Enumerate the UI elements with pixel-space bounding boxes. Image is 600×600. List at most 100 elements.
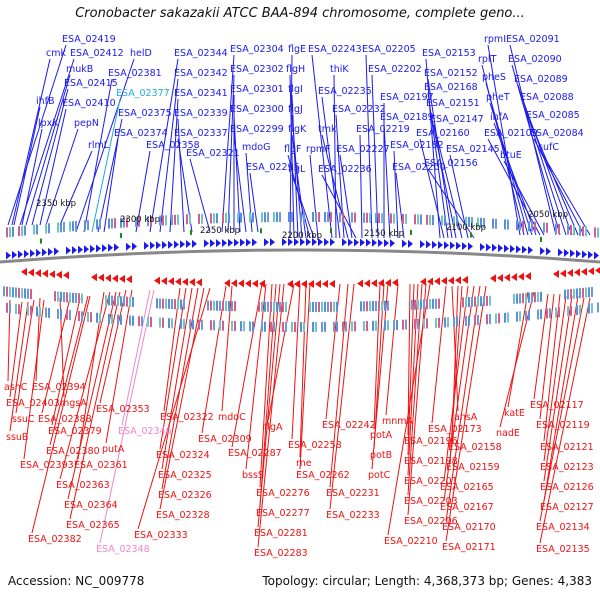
gene-label-esa-02200[interactable]: ESA_02200 [392, 162, 446, 173]
forward-gene-arrow[interactable] [114, 243, 119, 252]
reverse-gene-arrow[interactable] [588, 267, 594, 276]
forward-gene-arrow[interactable] [30, 249, 35, 258]
gene-label-rpmi[interactable]: rpmI [484, 34, 506, 45]
gene-label-rne[interactable]: rne [296, 458, 312, 469]
reverse-gene-arrow[interactable] [294, 279, 300, 288]
gene-label-phes[interactable]: pheS [482, 72, 506, 83]
reverse-gene-arrow[interactable] [490, 274, 496, 283]
gene-label-flgk[interactable]: flgK [288, 124, 307, 135]
gene-label-ihfa[interactable]: ihfA [490, 112, 509, 123]
gene-label-mnma[interactable]: mnmA [382, 416, 414, 427]
reverse-gene-arrow[interactable] [112, 274, 118, 283]
gene-label-esa-02403[interactable]: ESA_02403 [6, 398, 60, 409]
forward-gene-arrow[interactable] [216, 239, 221, 248]
gene-label-esa-02380[interactable]: ESA_02380 [46, 446, 100, 457]
gene-label-esa-02121[interactable]: ESA_02121 [540, 442, 594, 453]
gene-label-esa-02089[interactable]: ESA_02089 [514, 74, 568, 85]
gene-label-esa-02171[interactable]: ESA_02171 [442, 542, 496, 553]
reverse-gene-arrow[interactable] [119, 274, 125, 283]
gene-label-esa-02304[interactable]: ESA_02304 [230, 44, 284, 55]
forward-gene-arrow[interactable] [228, 238, 233, 247]
gene-label-esa-02328[interactable]: ESA_02328 [156, 510, 210, 521]
reverse-gene-arrow[interactable] [21, 267, 27, 276]
forward-gene-arrow[interactable] [420, 240, 425, 249]
gene-label-esa-02206[interactable]: ESA_02206 [404, 516, 458, 527]
forward-gene-arrow[interactable] [264, 238, 269, 247]
gene-label-esa-02324[interactable]: ESA_02324 [156, 450, 210, 461]
forward-gene-arrow[interactable] [174, 240, 179, 249]
forward-gene-arrow[interactable] [402, 239, 407, 248]
forward-gene-arrow[interactable] [462, 242, 467, 251]
gene-label-esa-02379[interactable]: ESA_02379 [48, 426, 102, 437]
gene-label-esa-02159[interactable]: ESA_02159 [446, 462, 500, 473]
forward-gene-arrow[interactable] [54, 247, 59, 256]
forward-gene-arrow[interactable] [378, 238, 383, 247]
gene-label-potc[interactable]: potC [368, 470, 391, 481]
gene-label-esa-02196[interactable]: ESA_02196 [404, 436, 458, 447]
gene-label-esa-02235[interactable]: ESA_02235 [318, 86, 372, 97]
gene-label-bsss[interactable]: bssS [242, 470, 264, 481]
forward-gene-arrow[interactable] [354, 238, 359, 247]
gene-label-mukb[interactable]: mukB [66, 64, 93, 75]
forward-gene-arrow[interactable] [582, 250, 587, 259]
gene-label-sufc[interactable]: sufC [538, 142, 559, 153]
gene-label-esa-02375[interactable]: ESA_02375 [118, 108, 172, 119]
gene-label-lpxk[interactable]: lpxK [38, 118, 59, 129]
reverse-gene-arrow[interactable] [462, 275, 468, 284]
forward-gene-arrow[interactable] [384, 239, 389, 248]
reverse-gene-arrow[interactable] [357, 279, 363, 288]
gene-label-esa-02299[interactable]: ESA_02299 [230, 124, 284, 135]
reverse-gene-arrow[interactable] [511, 273, 517, 282]
gene-label-flgh[interactable]: flgH [286, 64, 305, 75]
reverse-gene-arrow[interactable] [420, 277, 426, 286]
gene-label-esa-02158[interactable]: ESA_02158 [448, 442, 502, 453]
gene-label-esa-02160[interactable]: ESA_02160 [416, 128, 470, 139]
gene-label-esa-02088[interactable]: ESA_02088 [520, 92, 574, 103]
gene-label-esa-02145[interactable]: ESA_02145 [446, 144, 500, 155]
reverse-gene-arrow[interactable] [49, 270, 55, 279]
gene-label-esa-02233[interactable]: ESA_02233 [326, 510, 380, 521]
gene-label-esa-02109[interactable]: ESA_02109 [484, 128, 538, 139]
gene-label-esa-02156[interactable]: ESA_02156 [424, 158, 478, 169]
gene-label-puta[interactable]: putA [102, 444, 125, 455]
forward-gene-arrow[interactable] [36, 248, 41, 257]
gene-label-kate[interactable]: katE [504, 408, 525, 419]
gene-label-esa-02276[interactable]: ESA_02276 [256, 488, 310, 499]
gene-label-esa-02135[interactable]: ESA_02135 [536, 544, 590, 555]
gene-label-esa-02198[interactable]: ESA_02198 [404, 456, 458, 467]
forward-gene-arrow[interactable] [246, 238, 251, 247]
forward-gene-arrow[interactable] [102, 244, 107, 253]
forward-gene-arrow[interactable] [186, 240, 191, 249]
gene-label-esa-02090[interactable]: ESA_02090 [508, 54, 562, 65]
forward-gene-arrow[interactable] [450, 241, 455, 250]
gene-label-esa-02085[interactable]: ESA_02085 [526, 110, 580, 121]
forward-gene-arrow[interactable] [348, 238, 353, 247]
gene-label-ssub[interactable]: ssuB [6, 432, 28, 443]
gene-label-esa-02227[interactable]: ESA_02227 [336, 144, 390, 155]
gene-label-rplt[interactable]: rplT [478, 54, 497, 65]
reverse-gene-arrow[interactable] [553, 270, 559, 279]
gene-label-esa-02412[interactable]: ESA_02412 [70, 48, 124, 59]
forward-gene-arrow[interactable] [204, 239, 209, 248]
gene-label-esa-02346[interactable]: ESA_02346 [118, 426, 172, 437]
reverse-gene-arrow[interactable] [182, 277, 188, 286]
gene-label-esa-02262[interactable]: ESA_02262 [296, 470, 350, 481]
gene-label-flgl[interactable]: flgL [288, 164, 306, 175]
gene-label-esa-02242[interactable]: ESA_02242 [322, 420, 376, 431]
gene-label-esa-02091[interactable]: ESA_02091 [506, 34, 560, 45]
gene-label-esa-02363[interactable]: ESA_02363 [56, 480, 110, 491]
gene-label-esa-02321[interactable]: ESA_02321 [186, 148, 240, 159]
forward-gene-arrow[interactable] [96, 244, 101, 253]
forward-gene-arrow[interactable] [360, 238, 365, 247]
gene-label-esa-02301[interactable]: ESA_02301 [230, 84, 284, 95]
reverse-gene-arrow[interactable] [364, 279, 370, 288]
reverse-gene-arrow[interactable] [392, 278, 398, 287]
forward-gene-arrow[interactable] [498, 244, 503, 253]
gene-label-esa-02365[interactable]: ESA_02365 [66, 520, 120, 531]
gene-label-esa-02337[interactable]: ESA_02337 [174, 128, 228, 139]
gene-label-esa-02202[interactable]: ESA_02202 [368, 64, 422, 75]
forward-gene-arrow[interactable] [504, 244, 509, 253]
reverse-gene-arrow[interactable] [161, 276, 167, 285]
forward-gene-arrow[interactable] [150, 241, 155, 250]
reverse-gene-arrow[interactable] [105, 274, 111, 283]
